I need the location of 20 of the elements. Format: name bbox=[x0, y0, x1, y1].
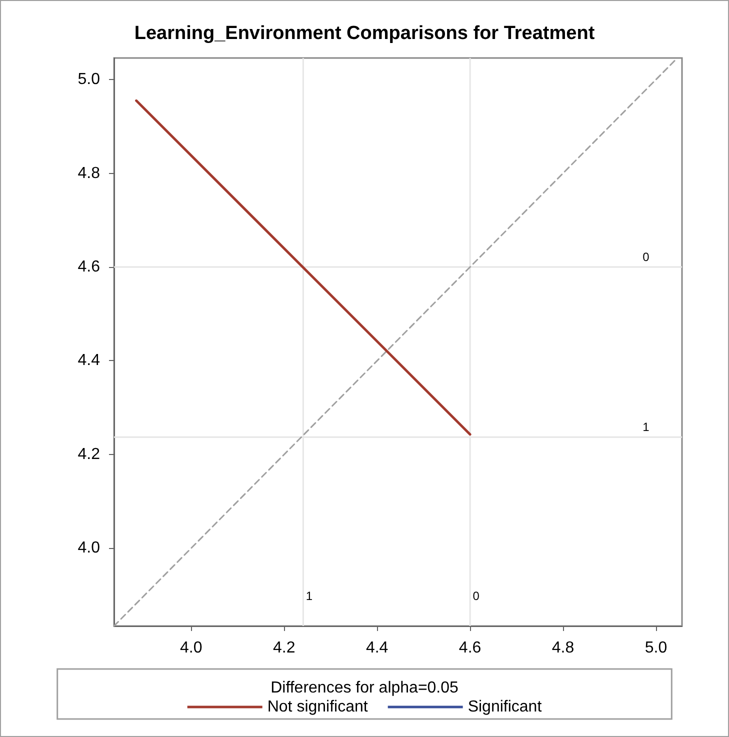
y-tick-label: 4.0 bbox=[78, 540, 100, 557]
x-tick-label: 4.2 bbox=[272, 640, 296, 656]
legend-label: Significant bbox=[468, 698, 542, 716]
y-tick-label: 4.2 bbox=[78, 446, 100, 463]
y-tick-label: 4.6 bbox=[78, 258, 100, 276]
x-tick-label: 4.4 bbox=[366, 640, 388, 656]
legend-label: Not significant bbox=[267, 698, 368, 716]
annotation: 0 bbox=[642, 250, 650, 264]
annotation: 0 bbox=[472, 589, 480, 603]
chart-title: Learning_Environment Comparisons for Treatment bbox=[134, 23, 596, 44]
y-tick-label: 4.8 bbox=[78, 164, 100, 182]
annotation: 1 bbox=[306, 589, 313, 603]
annotation: 1 bbox=[642, 420, 650, 434]
legend-title: Differences for alpha=0.05 bbox=[270, 680, 459, 696]
y-tick-label: 5.0 bbox=[78, 71, 100, 88]
x-tick-label: 4.6 bbox=[458, 640, 482, 656]
x-tick-label: 4.8 bbox=[552, 640, 574, 656]
x-tick-label: 4.0 bbox=[180, 640, 202, 656]
y-tick-label: 4.4 bbox=[78, 352, 100, 370]
x-tick-label: 5.0 bbox=[644, 640, 668, 656]
